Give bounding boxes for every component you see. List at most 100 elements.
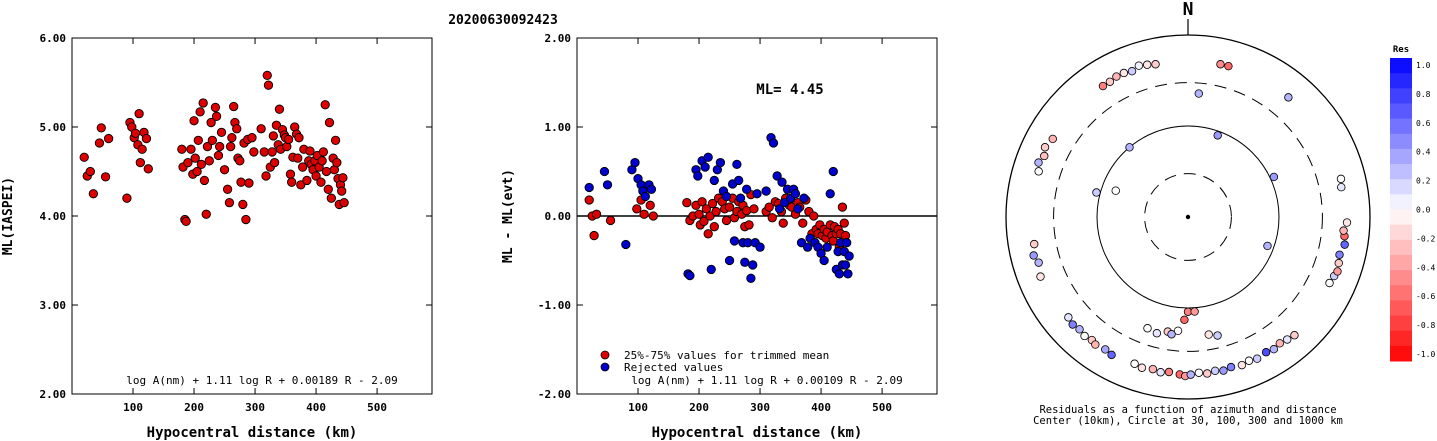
data-point-left bbox=[283, 134, 294, 145]
station-residual-point bbox=[1040, 151, 1049, 161]
station-residual-point bbox=[1101, 345, 1110, 354]
figure-title: 20200630092423 bbox=[448, 13, 558, 28]
data-point-middle bbox=[693, 171, 703, 181]
data-point-middle bbox=[706, 264, 716, 275]
data-point-middle bbox=[639, 209, 649, 219]
data-point-left bbox=[236, 177, 246, 187]
data-point-left bbox=[330, 135, 341, 146]
data-point-middle bbox=[709, 222, 719, 232]
data-point-left bbox=[261, 171, 271, 181]
data-point-left bbox=[202, 141, 213, 152]
data-point-middle bbox=[734, 175, 744, 186]
data-point-middle bbox=[697, 197, 707, 207]
station-residual-point bbox=[1092, 188, 1101, 197]
data-point-middle bbox=[703, 152, 713, 162]
data-point-middle bbox=[761, 186, 771, 196]
data-point-middle bbox=[772, 171, 782, 181]
data-point-middle bbox=[589, 230, 599, 241]
data-point-left bbox=[332, 157, 342, 168]
data-point-middle bbox=[767, 213, 777, 223]
station-residual-point bbox=[1210, 366, 1220, 375]
data-point-left bbox=[189, 116, 199, 126]
data-point-left bbox=[204, 156, 214, 166]
station-residual-point bbox=[1151, 60, 1160, 69]
station-residual-point bbox=[1029, 251, 1038, 260]
data-point-middle bbox=[721, 215, 732, 226]
data-point-left bbox=[269, 157, 280, 168]
data-point-left bbox=[103, 133, 114, 144]
north-label: N bbox=[1183, 0, 1194, 20]
station-residual-point bbox=[1091, 340, 1100, 349]
station-residual-point bbox=[1034, 158, 1043, 167]
station-residual-point bbox=[1244, 356, 1254, 365]
data-point-left bbox=[196, 159, 207, 170]
data-point-left bbox=[244, 178, 254, 188]
data-point-middle bbox=[699, 216, 709, 226]
station-residual-point bbox=[1335, 250, 1344, 259]
colorbar-segment bbox=[1390, 285, 1412, 301]
colorbar-title: Res bbox=[1393, 45, 1409, 55]
data-point-left bbox=[305, 146, 315, 156]
data-point-middle bbox=[834, 269, 845, 279]
data-point-middle bbox=[809, 211, 819, 221]
station-residual-point bbox=[1152, 329, 1162, 338]
station-residual-point bbox=[1237, 360, 1247, 370]
station-residual-point bbox=[1186, 370, 1195, 379]
x-tick-label-left: 400 bbox=[306, 401, 326, 414]
distance-ring-30km bbox=[1144, 173, 1232, 261]
colorbar-segment bbox=[1390, 194, 1412, 210]
y-tick-label-left: 6.00 bbox=[40, 32, 67, 45]
data-point-left bbox=[135, 157, 145, 168]
legend-marker-rejected bbox=[600, 362, 610, 372]
data-point-left bbox=[181, 216, 191, 226]
data-point-left bbox=[137, 144, 147, 154]
station-residual-point bbox=[1036, 272, 1045, 281]
data-point-left bbox=[215, 141, 225, 152]
ml-iaspei-chart: ML(IASPEI) Hypocentral distance (km) log… bbox=[1, 32, 433, 441]
data-point-middle bbox=[682, 197, 692, 208]
legend-marker-trimmed bbox=[600, 350, 610, 360]
data-point-middle bbox=[703, 229, 713, 239]
station-residual-point bbox=[1119, 68, 1129, 78]
data-point-middle bbox=[700, 162, 710, 172]
data-point-left bbox=[227, 133, 237, 143]
data-point-left bbox=[198, 98, 208, 108]
data-point-left bbox=[238, 199, 248, 210]
station-residual-point bbox=[1105, 77, 1115, 86]
y-tick-label-middle: -2.00 bbox=[538, 388, 571, 401]
colorbar-segment bbox=[1390, 224, 1412, 241]
formula-middle: log A(nm) + 1.11 log R + 0.00109 R - 2.0… bbox=[631, 374, 903, 387]
data-point-left bbox=[323, 184, 333, 194]
data-point-left bbox=[206, 117, 216, 128]
colorbar-tick-label: 1.0 bbox=[1416, 61, 1431, 70]
station-residual-point bbox=[1143, 324, 1152, 333]
data-point-left bbox=[324, 117, 335, 128]
data-point-left bbox=[207, 135, 217, 146]
data-point-left bbox=[249, 147, 259, 157]
data-point-left bbox=[94, 138, 105, 148]
station-residual-point bbox=[1261, 348, 1271, 357]
data-point-left bbox=[79, 152, 89, 162]
data-point-left bbox=[287, 177, 297, 187]
data-point-middle bbox=[630, 157, 640, 168]
colorbar-segment bbox=[1390, 148, 1412, 165]
plot-frame-left bbox=[71, 37, 433, 395]
legend-label-rejected: Rejected values bbox=[624, 361, 723, 374]
station-residual-point bbox=[1164, 367, 1174, 377]
data-point-left bbox=[224, 197, 235, 208]
data-point-left bbox=[100, 172, 111, 182]
data-point-middle bbox=[799, 193, 809, 203]
station-residual-point bbox=[1068, 320, 1077, 329]
data-point-middle bbox=[798, 218, 808, 228]
station-residual-point bbox=[1275, 339, 1284, 348]
data-point-left bbox=[302, 175, 312, 186]
data-point-middle bbox=[768, 138, 779, 148]
data-point-left bbox=[326, 193, 336, 203]
data-point-middle bbox=[646, 184, 657, 194]
data-point-middle bbox=[724, 202, 735, 212]
station-residual-point bbox=[1213, 331, 1222, 340]
colorbar-segment bbox=[1390, 239, 1412, 256]
y-tick-label-middle: -1.00 bbox=[538, 299, 571, 312]
data-point-middle bbox=[825, 189, 835, 199]
data-point-middle bbox=[740, 257, 750, 267]
